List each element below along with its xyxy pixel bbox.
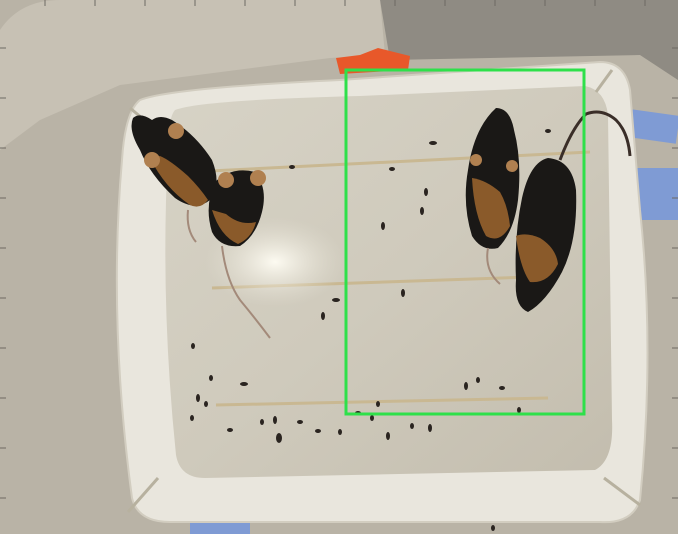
paper-sheet: [0, 0, 385, 150]
tail: [486, 247, 501, 285]
corner-seam: [603, 476, 641, 507]
orange-tape: [336, 48, 410, 74]
corner-seam: [594, 69, 614, 93]
mouse-right-1: [465, 108, 520, 285]
ear-icon: [506, 160, 518, 172]
blue-tape: [626, 109, 678, 144]
blue-tape: [636, 168, 678, 220]
ear-icon: [470, 154, 482, 166]
ear-icon: [218, 172, 234, 188]
tail: [186, 209, 197, 243]
droppings: [190, 129, 551, 531]
mouse-left-1: [131, 115, 217, 243]
corner-seam: [126, 477, 160, 513]
floor-rail: [189, 150, 591, 174]
floor-rail: [215, 396, 549, 407]
roi-box[interactable]: [344, 68, 586, 416]
mouse-left-2: [208, 170, 271, 339]
ear-icon: [144, 152, 160, 168]
tail: [558, 110, 632, 161]
ear-icon: [168, 123, 184, 139]
mouse-right-2: [515, 110, 632, 312]
ear-icon: [250, 170, 266, 186]
frame-ticks: [0, 0, 678, 499]
tail: [221, 245, 271, 339]
